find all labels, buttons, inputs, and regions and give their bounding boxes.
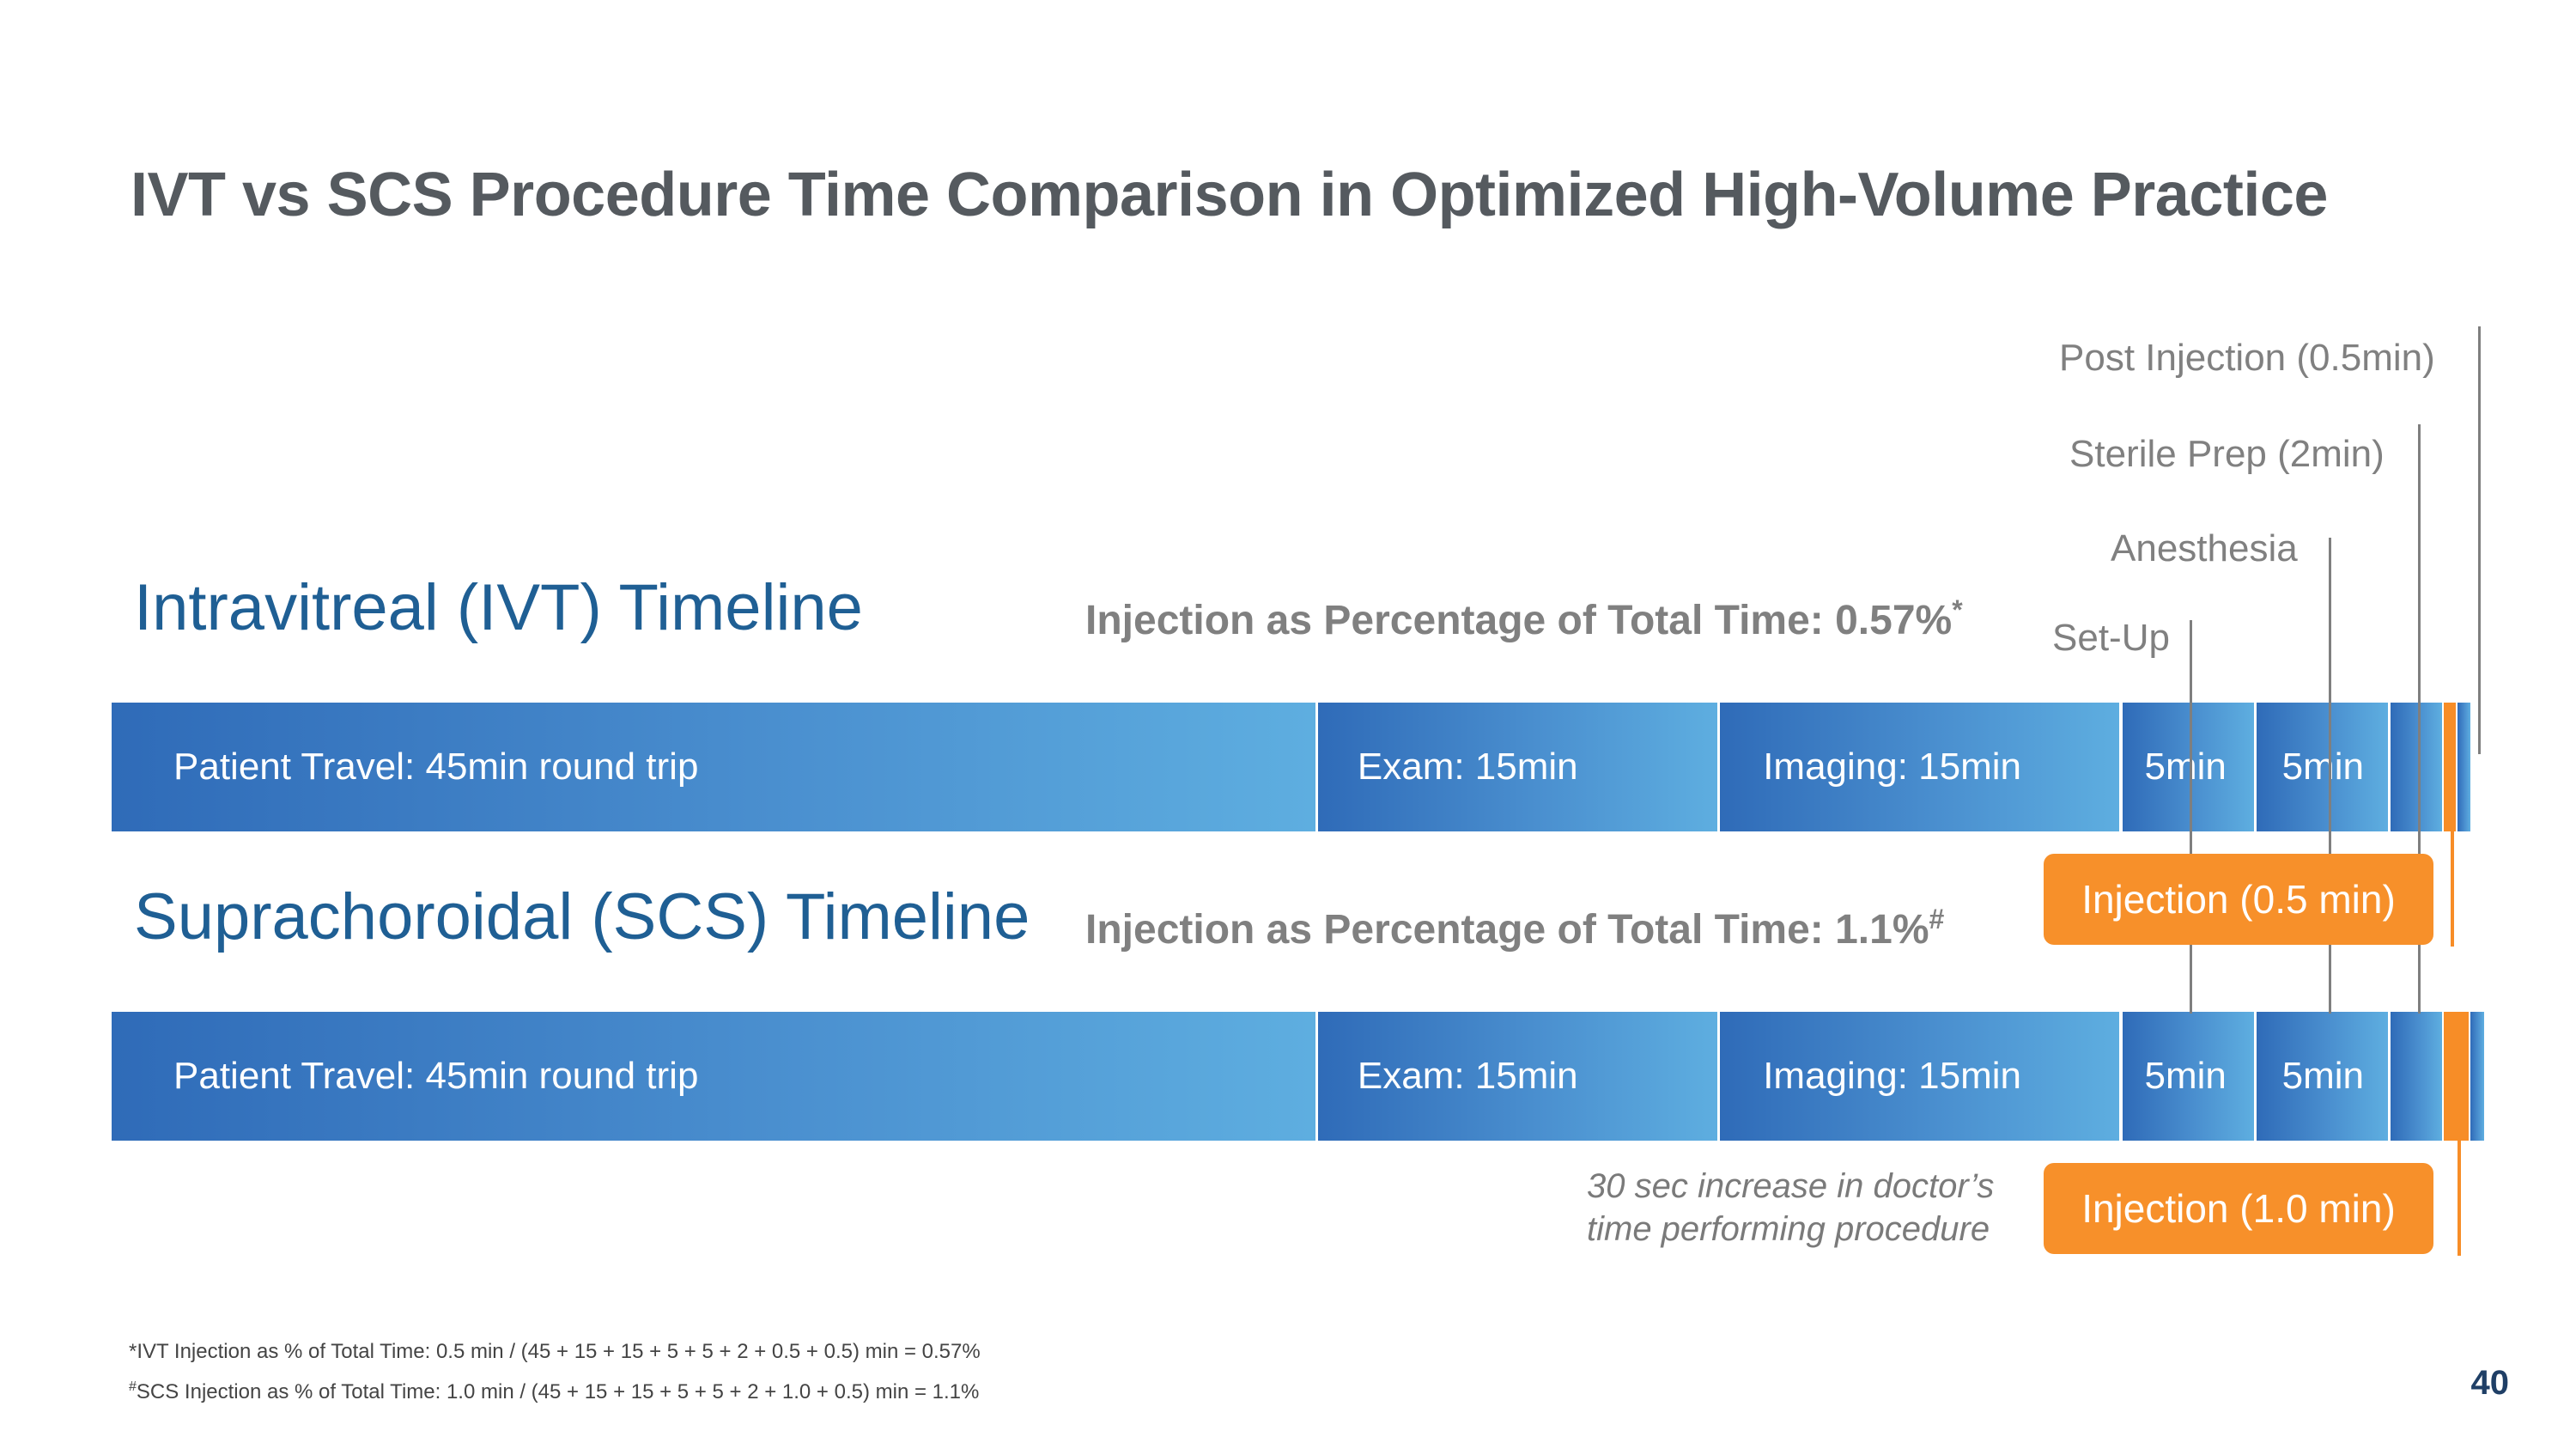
scs-segment-label-1: Exam: 15min — [1357, 1055, 1578, 1097]
slide-title: IVT vs SCS Procedure Time Comparison in … — [131, 161, 2328, 229]
scs-segment-label-0: Patient Travel: 45min round trip — [173, 1055, 699, 1097]
ivt-injection-connector-line — [2451, 703, 2454, 947]
scs-segment-0: Patient Travel: 45min round trip — [112, 1012, 1318, 1141]
scs-footnote: #SCS Injection as % of Total Time: 1.0 m… — [129, 1379, 979, 1404]
scs-footnote-text: SCS Injection as % of Total Time: 1.0 mi… — [136, 1380, 980, 1403]
ivt-segment-7 — [2457, 703, 2471, 831]
scs-segment-6 — [2444, 1012, 2471, 1141]
scs-pct-text: Injection as Percentage of Total Time: 1… — [1085, 907, 1929, 953]
ivt-segment-4: 5min — [2256, 703, 2391, 831]
scs-injection-connector-line — [2458, 1012, 2461, 1256]
callout-set-up: Set-Up — [2052, 617, 2170, 659]
anesthesia-connector-line — [2329, 538, 2331, 1014]
scs-pct-mark: # — [1929, 904, 1945, 935]
ivt-segment-label-1: Exam: 15min — [1357, 746, 1578, 788]
ivt-pct-mark: * — [1952, 594, 1963, 625]
post-injection-connector-line — [2478, 326, 2481, 754]
ivt-segment-1: Exam: 15min — [1317, 703, 1721, 831]
ivt-segment-3: 5min — [2122, 703, 2257, 831]
ivt-timeline-bar: Patient Travel: 45min round trip Exam: 15… — [112, 703, 2478, 831]
scs-timeline-bar: Patient Travel: 45min round trip Exam: 15… — [112, 1012, 2487, 1141]
doctor-time-note: 30 sec increase in doctor’s time perform… — [1587, 1167, 1995, 1248]
scs-segment-label-3: 5min — [2144, 1055, 2227, 1097]
scs-segment-label-2: Imaging: 15min — [1763, 1055, 2022, 1097]
scs-segment-label-4: 5min — [2281, 1055, 2364, 1097]
scs-segment-5 — [2390, 1012, 2445, 1141]
scs-segment-3: 5min — [2122, 1012, 2257, 1141]
scs-injection-box: Injection (1.0 min) — [2044, 1163, 2433, 1254]
sterile-prep-connector-line — [2418, 424, 2421, 1014]
callout-post-injection: Post Injection (0.5min) — [2059, 337, 2435, 379]
ivt-injection-box: Injection (0.5 min) — [2044, 854, 2433, 945]
ivt-segment-2: Imaging: 15min — [1720, 703, 2123, 831]
scs-segment-1: Exam: 15min — [1317, 1012, 1721, 1141]
scs-injection-percentage: Injection as Percentage of Total Time: 1… — [1085, 904, 1944, 953]
scs-segment-2: Imaging: 15min — [1720, 1012, 2123, 1141]
scs-segment-7 — [2470, 1012, 2484, 1141]
ivt-segment-label-2: Imaging: 15min — [1763, 746, 2022, 788]
ivt-segment-0: Patient Travel: 45min round trip — [112, 703, 1318, 831]
callout-anesthesia: Anesthesia — [2111, 527, 2298, 569]
scs-segment-4: 5min — [2256, 1012, 2391, 1141]
ivt-footnote: *IVT Injection as % of Total Time: 0.5 m… — [129, 1340, 981, 1363]
set-up-connector-line — [2190, 620, 2192, 1014]
ivt-segment-5 — [2390, 703, 2445, 831]
ivt-injection-percentage: Injection as Percentage of Total Time: 0… — [1085, 594, 1963, 644]
scs-timeline-heading: Suprachoroidal (SCS) Timeline — [134, 880, 1030, 953]
ivt-segment-label-0: Patient Travel: 45min round trip — [173, 746, 699, 788]
ivt-segment-label-3: 5min — [2144, 746, 2227, 788]
ivt-pct-text: Injection as Percentage of Total Time: 0… — [1085, 598, 1953, 643]
ivt-segment-label-4: 5min — [2281, 746, 2364, 788]
callout-sterile-prep: Sterile Prep (2min) — [2069, 433, 2385, 475]
page-number: 40 — [2470, 1364, 2510, 1402]
scs-footnote-mark: # — [129, 1379, 137, 1394]
ivt-timeline-heading: Intravitreal (IVT) Timeline — [134, 571, 863, 644]
